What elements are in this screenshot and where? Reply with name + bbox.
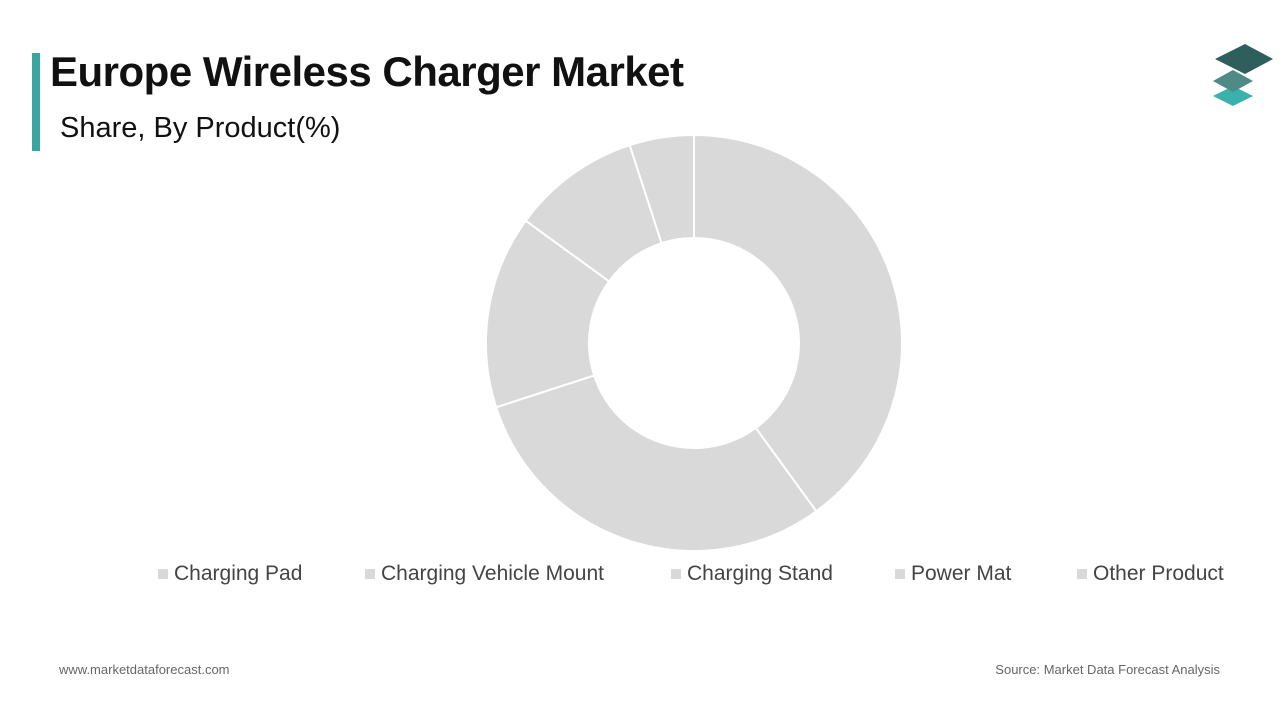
legend-swatch — [158, 569, 168, 579]
page-title: Europe Wireless Charger Market — [50, 48, 684, 95]
legend-swatch — [895, 569, 905, 579]
page-subtitle: Share, By Product(%) — [60, 112, 341, 144]
donut-slice-charging-pad — [693, 133, 903, 513]
legend-swatch — [671, 569, 681, 579]
donut-slices — [485, 133, 903, 553]
legend-swatch — [365, 569, 375, 579]
legend-label: Power Mat — [911, 562, 1012, 585]
legend-label: Other Product — [1093, 562, 1224, 585]
legend-label: Charging Pad — [174, 562, 303, 585]
legend-item-charging-stand: Charging Stand — [671, 562, 833, 586]
donut-slice-charging-stand — [485, 219, 611, 409]
chart-legend: Charging Pad Charging Vehicle Mount Char… — [0, 562, 1280, 592]
legend-swatch — [1077, 569, 1087, 579]
logo-layer-top — [1215, 44, 1273, 74]
accent-bar — [32, 53, 40, 151]
website-link[interactable]: www.marketdataforecast.com — [59, 662, 230, 677]
logo-layer-middle — [1213, 70, 1253, 92]
donut-slice-charging-vehicle-mount — [494, 374, 818, 553]
legend-item-charging-pad: Charging Pad — [158, 562, 302, 586]
legend-item-other-product: Other Product — [1077, 562, 1224, 586]
logo-layer-bottom — [1213, 86, 1253, 106]
donut-slice-other-product — [628, 133, 695, 245]
source-note: Source: Market Data Forecast Analysis — [995, 662, 1220, 677]
layers-logo-icon — [1213, 44, 1273, 106]
legend-item-power-mat: Power Mat — [895, 562, 1011, 586]
legend-label: Charging Stand — [687, 562, 833, 585]
legend-label: Charging Vehicle Mount — [381, 562, 604, 585]
legend-item-charging-vehicle-mount: Charging Vehicle Mount — [365, 562, 604, 586]
